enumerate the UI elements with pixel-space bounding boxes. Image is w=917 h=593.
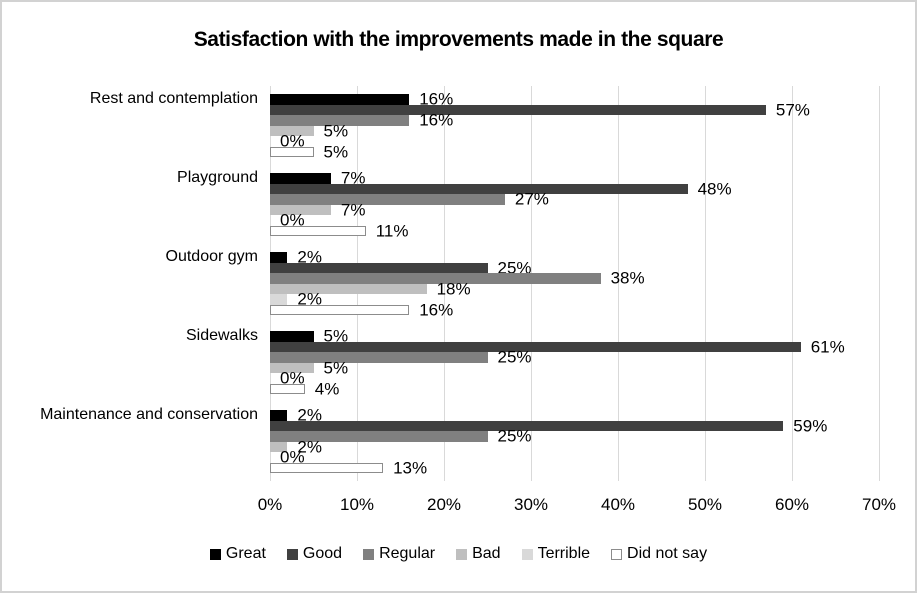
x-axis-tick-label: 60% xyxy=(774,495,810,514)
legend-item-did-not-say: Did not say xyxy=(611,546,707,562)
gridline xyxy=(531,86,532,481)
bar-regular-rest-and-contemplation xyxy=(270,115,410,126)
x-axis-tick-label: 30% xyxy=(513,495,549,514)
bar-bad-maintenance-and-conservation xyxy=(270,441,288,452)
x-axis-tick-label: 20% xyxy=(426,495,462,514)
bar-terrible-outdoor-gym xyxy=(270,294,288,305)
value-label-did-not-say-playground: 11% xyxy=(375,221,409,241)
gridline xyxy=(618,86,619,481)
bar-good-maintenance-and-conservation xyxy=(270,420,784,431)
legend-label-terrible: Terrible xyxy=(537,545,591,562)
legend-item-regular: Regular xyxy=(363,546,435,562)
value-label-did-not-say-sidewalks: 4% xyxy=(314,379,340,399)
gridline xyxy=(879,86,880,481)
bar-bad-playground xyxy=(270,204,331,215)
x-axis-tick-label: 70% xyxy=(861,495,897,514)
bar-did-not-say-playground xyxy=(270,225,366,236)
value-label-regular-rest-and-contemplation: 16% xyxy=(419,110,454,130)
value-label-did-not-say-outdoor-gym: 16% xyxy=(419,300,454,320)
bar-good-outdoor-gym xyxy=(270,262,488,273)
value-label-regular-sidewalks: 25% xyxy=(497,347,532,367)
category-label-rest-and-contemplation: Rest and contemplation xyxy=(89,90,258,108)
value-label-regular-outdoor-gym: 38% xyxy=(610,268,645,288)
value-label-great-outdoor-gym: 2% xyxy=(297,247,322,267)
bar-did-not-say-outdoor-gym xyxy=(270,304,410,315)
x-axis-tick-label: 50% xyxy=(687,495,723,514)
value-label-great-rest-and-contemplation: 16% xyxy=(419,89,454,109)
legend-swatch-good xyxy=(286,548,298,560)
gridline xyxy=(444,86,445,481)
bar-good-sidewalks xyxy=(270,341,801,352)
bar-good-playground xyxy=(270,183,688,194)
category-label-playground: Playground xyxy=(177,169,258,187)
legend: Great Good Regular Bad Terrible Did not say xyxy=(2,546,915,562)
value-label-terrible-playground: 0% xyxy=(280,210,305,230)
value-label-bad-rest-and-contemplation: 5% xyxy=(323,121,349,141)
category-label-outdoor-gym: Outdoor gym xyxy=(165,248,258,266)
value-label-good-sidewalks: 61% xyxy=(810,337,845,357)
legend-swatch-bad xyxy=(456,548,468,560)
bar-great-outdoor-gym xyxy=(270,252,288,263)
value-label-did-not-say-rest-and-contemplation: 5% xyxy=(323,142,349,162)
legend-label-regular: Regular xyxy=(379,545,436,562)
bar-great-maintenance-and-conservation xyxy=(270,410,288,421)
legend-item-bad: Bad xyxy=(456,545,501,562)
gridline xyxy=(705,86,706,481)
value-label-good-rest-and-contemplation: 57% xyxy=(775,100,810,120)
legend-label-good: Good xyxy=(302,545,343,562)
x-axis-tick-label: 0% xyxy=(257,495,283,514)
bar-regular-maintenance-and-conservation xyxy=(270,431,488,442)
bar-bad-outdoor-gym xyxy=(270,283,427,294)
bar-regular-sidewalks xyxy=(270,352,488,363)
value-label-terrible-maintenance-and-conservation: 0% xyxy=(280,447,305,467)
value-label-regular-maintenance-and-conservation: 25% xyxy=(497,426,532,446)
legend-label-bad: Bad xyxy=(472,545,501,562)
value-label-bad-playground: 7% xyxy=(340,200,366,220)
x-axis-tick-label: 40% xyxy=(600,495,636,514)
value-label-great-maintenance-and-conservation: 2% xyxy=(297,405,322,425)
legend-item-great: Great xyxy=(209,545,266,562)
bar-great-rest-and-contemplation xyxy=(270,94,410,105)
legend-swatch-terrible xyxy=(521,548,533,560)
value-label-bad-sidewalks: 5% xyxy=(323,358,349,378)
value-label-good-outdoor-gym: 25% xyxy=(497,258,532,278)
value-label-regular-playground: 27% xyxy=(514,189,549,209)
value-label-did-not-say-maintenance-and-conservation: 13% xyxy=(393,458,428,478)
bar-regular-outdoor-gym xyxy=(270,273,601,284)
value-label-bad-maintenance-and-conservation: 2% xyxy=(297,437,322,457)
value-label-great-sidewalks: 5% xyxy=(323,326,349,346)
bar-did-not-say-maintenance-and-conservation xyxy=(270,462,384,473)
legend-swatch-great xyxy=(209,548,221,560)
legend-label-great: Great xyxy=(225,545,266,562)
category-label-sidewalks: Sidewalks xyxy=(185,327,258,345)
value-label-terrible-outdoor-gym: 2% xyxy=(297,289,322,309)
legend-item-terrible: Terrible xyxy=(521,545,591,562)
x-axis-tick-label: 10% xyxy=(339,495,375,514)
bar-bad-sidewalks xyxy=(270,362,314,373)
bar-bad-rest-and-contemplation xyxy=(270,125,314,136)
bar-great-sidewalks xyxy=(270,331,314,342)
chart-title: Satisfaction with the improvements made … xyxy=(193,28,724,51)
value-label-great-playground: 7% xyxy=(340,168,366,188)
category-label-maintenance-and-conservation: Maintenance and conservation xyxy=(40,406,258,424)
legend-swatch-regular xyxy=(363,548,375,560)
value-label-good-playground: 48% xyxy=(697,179,732,199)
legend-label-did-not-say: Did not say xyxy=(627,545,708,562)
value-label-terrible-rest-and-contemplation: 0% xyxy=(280,131,305,151)
legend-item-good: Good xyxy=(286,545,343,562)
value-label-good-maintenance-and-conservation: 59% xyxy=(793,416,828,436)
gridline xyxy=(792,86,793,481)
bar-great-playground xyxy=(270,173,331,184)
bar-regular-playground xyxy=(270,194,505,205)
value-label-terrible-sidewalks: 0% xyxy=(280,368,305,388)
bar-did-not-say-rest-and-contemplation xyxy=(270,146,314,157)
bar-good-rest-and-contemplation xyxy=(270,104,766,115)
value-label-bad-outdoor-gym: 18% xyxy=(436,279,471,299)
legend-swatch-did-not-say xyxy=(611,548,623,560)
bar-did-not-say-sidewalks xyxy=(270,383,305,394)
